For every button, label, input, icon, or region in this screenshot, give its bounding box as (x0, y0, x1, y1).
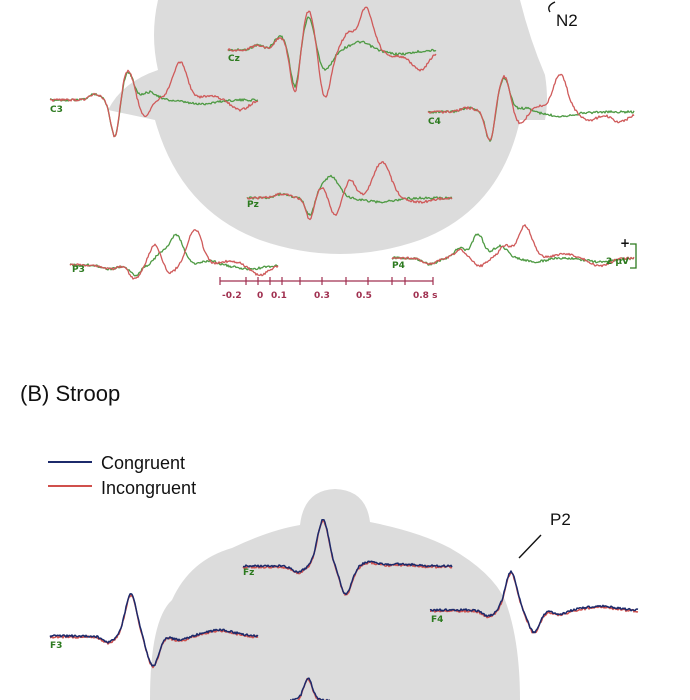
trace-p4-series1 (391, 233, 635, 266)
legend: Congruent Incongruent (48, 453, 196, 498)
time-axis: -0.2 0 0.1 0.3 0.5 0.8 s (219, 277, 437, 301)
trace-fz-congruent (242, 518, 453, 596)
voltage-scale-bar: + 2 µV (606, 236, 637, 269)
trace-cz-series2 (227, 6, 437, 98)
head-outline-b (150, 489, 520, 700)
legend-label-incongruent: Incongruent (101, 478, 196, 498)
tick-label-08s: 0.8 s (413, 291, 437, 301)
channel-label-f3: F3 (50, 641, 62, 651)
scale-sign: + (620, 236, 630, 250)
traces-a (49, 6, 635, 280)
trace-p4-series2 (391, 224, 635, 268)
peak-label-p2: P2 (550, 510, 571, 529)
time-axis-ticks (219, 277, 434, 285)
scale-value: 2 µV (606, 257, 629, 267)
trace-c4-series2 (427, 73, 635, 141)
trace-c3-series2 (49, 61, 259, 138)
head-outline-a (108, 0, 547, 254)
channel-label-p4: P4 (392, 261, 405, 271)
n2-pointer (548, 1, 556, 13)
tick-label-0: 0 (257, 291, 263, 301)
tick-label-05: 0.5 (356, 291, 372, 301)
channel-label-f4: F4 (431, 615, 443, 625)
panel-a: Cz C3 C4 Pz P3 P4 N2 -0.2 0 0.1 0.3 0.5 … (49, 0, 637, 301)
channel-label-c4: C4 (428, 117, 441, 127)
trace-cz-incongruent (293, 678, 330, 700)
peak-label-n2: N2 (556, 11, 578, 30)
trace-c3-series1 (49, 71, 259, 138)
trace-f4-congruent (429, 570, 639, 634)
traces-b (49, 518, 639, 700)
channel-label-cz: Cz (228, 54, 240, 64)
channel-label-fz: Fz (243, 568, 254, 578)
scale-bracket (630, 243, 637, 269)
panel-b: (B) Stroop Congruent Incongruent Fz F3 F… (20, 381, 639, 700)
trace-f3-congruent (49, 592, 259, 667)
legend-label-congruent: Congruent (101, 453, 185, 473)
tick-label-neg02: -0.2 (222, 291, 242, 301)
trace-p3-series2 (69, 229, 279, 280)
panel-b-title: (B) Stroop (20, 381, 120, 406)
p2-pointer (518, 534, 542, 559)
channel-label-p3: P3 (72, 265, 85, 275)
tick-label-03: 0.3 (314, 291, 330, 301)
tick-label-01: 0.1 (271, 291, 287, 301)
trace-pz-series2 (247, 161, 453, 221)
channel-label-pz: Pz (247, 200, 259, 210)
channel-label-c3: C3 (50, 105, 63, 115)
